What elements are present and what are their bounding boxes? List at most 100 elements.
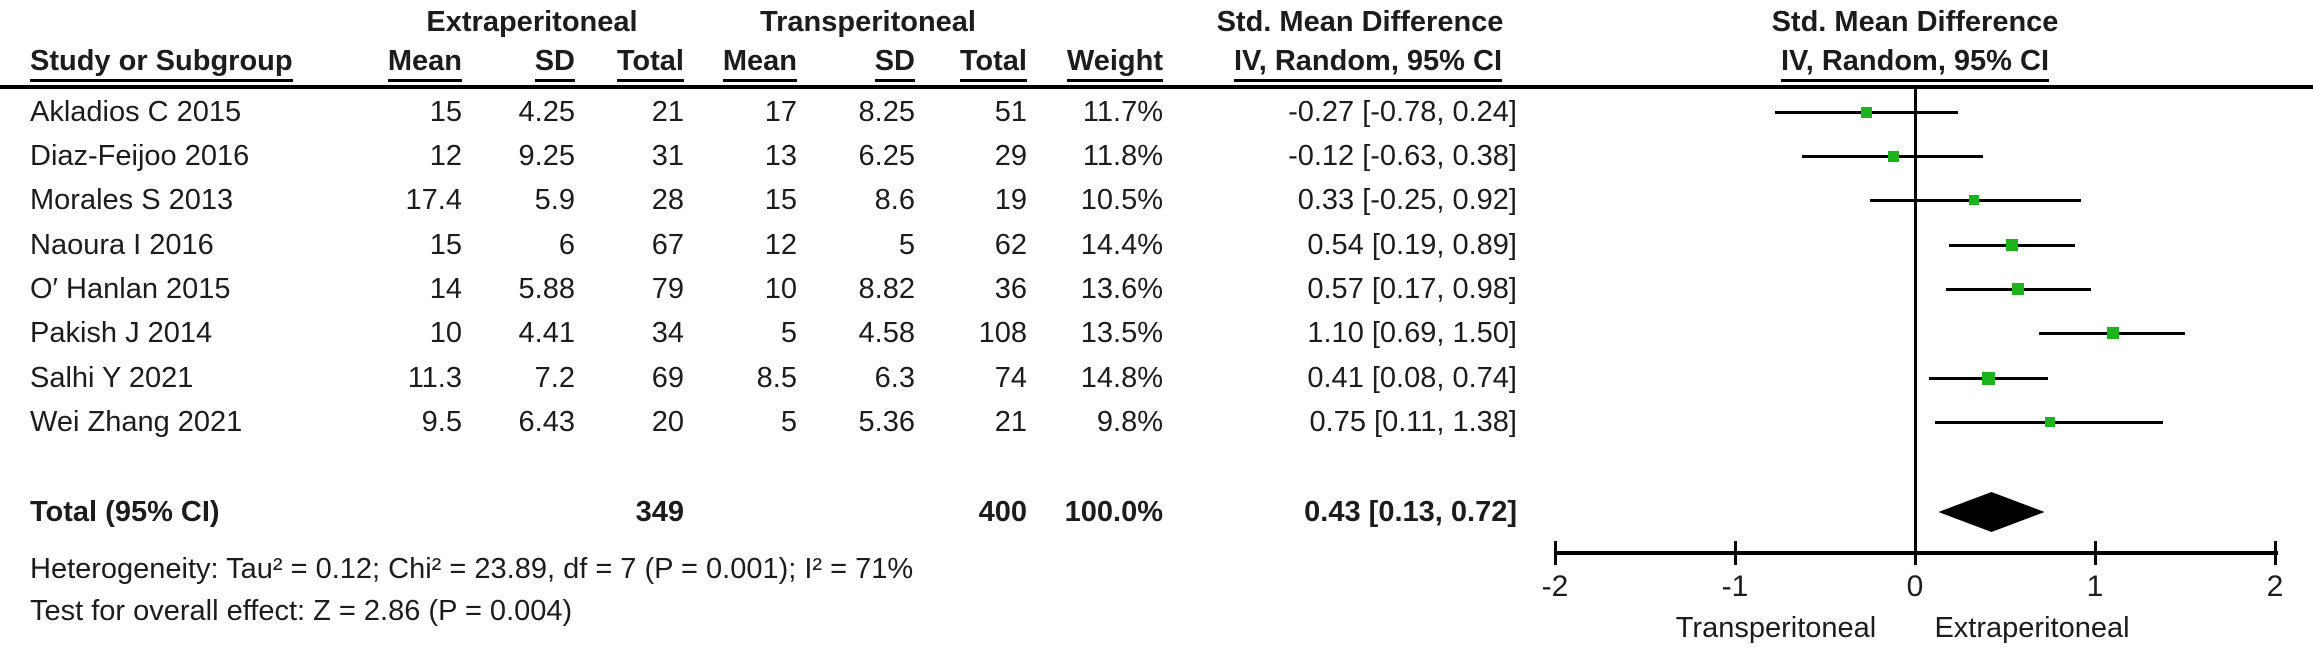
- axis-tick: [2273, 541, 2277, 565]
- cell-e_sd: 9.25: [518, 140, 575, 172]
- cell-e_mean: 14: [429, 273, 462, 305]
- cell-t_total: 21: [994, 406, 1027, 438]
- cell-e_total: 31: [651, 140, 684, 172]
- cell-weight: 14.8%: [1080, 362, 1163, 394]
- cell-e_total: 34: [651, 317, 684, 349]
- total-label: Total (95% CI): [30, 496, 220, 528]
- cell-e_mean: 12: [429, 140, 462, 172]
- cell-e_total: 20: [651, 406, 684, 438]
- study-name: Salhi Y 2021: [30, 362, 194, 394]
- cell-t_sd: 6.3: [874, 362, 915, 394]
- cell-t_total: 108: [978, 317, 1027, 349]
- cell-t_mean: 15: [764, 184, 797, 216]
- cell-weight: 13.5%: [1080, 317, 1163, 349]
- column-header-ext-sd: SD: [534, 46, 575, 82]
- cell-t_total: 19: [994, 184, 1027, 216]
- study-name: Akladios C 2015: [30, 96, 242, 128]
- column-header-trans-sd: SD: [874, 46, 915, 82]
- study-name: Diaz-Feijoo 2016: [30, 140, 250, 172]
- cell-e_mean: 9.5: [421, 406, 462, 438]
- cell-t_total: 62: [994, 229, 1027, 261]
- axis-tick: [1733, 541, 1737, 565]
- cell-weight: 9.8%: [1096, 406, 1163, 438]
- axis-tick: [1553, 541, 1557, 565]
- pooled-diamond: [1938, 492, 2045, 532]
- cell-t_sd: 5: [898, 229, 915, 261]
- cell-e_mean: 15: [429, 229, 462, 261]
- cell-e_sd: 4.25: [518, 96, 575, 128]
- cell-t_mean: 8.5: [756, 362, 797, 394]
- study-name: Pakish J 2014: [30, 317, 213, 349]
- cell-t_mean: 5: [780, 317, 797, 349]
- cell-t_sd: 5.36: [858, 406, 915, 438]
- cell-e_sd: 6.43: [518, 406, 575, 438]
- cell-t_total: 51: [994, 96, 1027, 128]
- cell-e_mean: 15: [429, 96, 462, 128]
- axis-tick-label: 0: [1906, 570, 1924, 603]
- cell-e_total: 21: [651, 96, 684, 128]
- cell-ci: 0.75 [0.11, 1.38]: [1309, 406, 1517, 438]
- cell-t_mean: 5: [780, 406, 797, 438]
- plot-header-method: IV, Random, 95% CI: [1780, 46, 2050, 82]
- cell-e_total: 67: [651, 229, 684, 261]
- axis-tick: [2093, 541, 2097, 565]
- effect-marker: [2107, 327, 2119, 339]
- cell-e_mean: 17.4: [405, 184, 462, 216]
- favours-right-label: Extraperitoneal: [1934, 612, 2130, 644]
- cell-ci: 0.41 [0.08, 0.74]: [1307, 362, 1517, 394]
- cell-t_total: 74: [994, 362, 1027, 394]
- favours-left-label: Transperitoneal: [1675, 612, 1877, 644]
- cell-ci: 0.54 [0.19, 0.89]: [1307, 229, 1517, 261]
- effect-header-title: Std. Mean Difference: [1216, 6, 1504, 38]
- axis-tick-label: 2: [2266, 570, 2284, 603]
- effect-marker: [1982, 371, 1996, 385]
- cell-e_total: 69: [651, 362, 684, 394]
- cell-e_sd: 5.88: [518, 273, 575, 305]
- cell-ci: 1.10 [0.69, 1.50]: [1307, 317, 1517, 349]
- cell-t_total: 36: [994, 273, 1027, 305]
- cell-e_sd: 5.9: [534, 184, 575, 216]
- column-header-ext-total: Total: [616, 46, 684, 82]
- effect-marker: [1860, 106, 1872, 118]
- cell-t_total: 29: [994, 140, 1027, 172]
- cell-t_sd: 4.58: [858, 317, 915, 349]
- column-header-weight: Weight: [1066, 46, 1163, 82]
- effect-marker: [2045, 417, 2055, 427]
- group-header-transperitoneal: Transperitoneal: [760, 6, 976, 38]
- axis-tick-label: -2: [1541, 570, 1569, 603]
- cell-e_total: 79: [651, 273, 684, 305]
- cell-e_sd: 7.2: [534, 362, 575, 394]
- cell-weight: 13.6%: [1080, 273, 1163, 305]
- group-header-extraperitoneal: Extraperitoneal: [426, 6, 638, 38]
- overall-effect-text: Test for overall effect: Z = 2.86 (P = 0…: [30, 595, 573, 627]
- effect-marker: [1887, 150, 1899, 162]
- cell-t_mean: 13: [764, 140, 797, 172]
- study-name: Morales S 2013: [30, 184, 234, 216]
- cell-e_mean: 11.3: [407, 362, 462, 394]
- effect-header-method: IV, Random, 95% CI: [1233, 46, 1503, 82]
- cell-t_mean: 12: [764, 229, 797, 261]
- axis-tick: [1913, 541, 1917, 565]
- axis-tick-label: 1: [2086, 570, 2104, 603]
- effect-marker: [2011, 283, 2024, 295]
- study-name: Wei Zhang 2021: [30, 406, 243, 438]
- study-name: Naoura I 2016: [30, 229, 214, 261]
- total-ext-n: 349: [635, 496, 684, 528]
- column-header-trans-mean: Mean: [722, 46, 797, 82]
- cell-weight: 11.7%: [1082, 96, 1163, 128]
- total-ci: 0.43 [0.13, 0.72]: [1304, 496, 1517, 528]
- cell-weight: 10.5%: [1080, 184, 1163, 216]
- effect-marker: [2006, 239, 2019, 251]
- cell-weight: 14.4%: [1080, 229, 1163, 261]
- effect-marker: [1969, 195, 1980, 205]
- cell-e_total: 28: [651, 184, 684, 216]
- cell-ci: 0.33 [-0.25, 0.92]: [1297, 184, 1517, 216]
- total-trans-n: 400: [978, 496, 1027, 528]
- header-divider: [0, 85, 2313, 89]
- cell-t_sd: 6.25: [858, 140, 915, 172]
- cell-e_sd: 4.41: [518, 317, 575, 349]
- total-weight: 100.0%: [1064, 496, 1163, 528]
- cell-ci: -0.27 [-0.78, 0.24]: [1288, 96, 1517, 128]
- cell-weight: 11.8%: [1082, 140, 1163, 172]
